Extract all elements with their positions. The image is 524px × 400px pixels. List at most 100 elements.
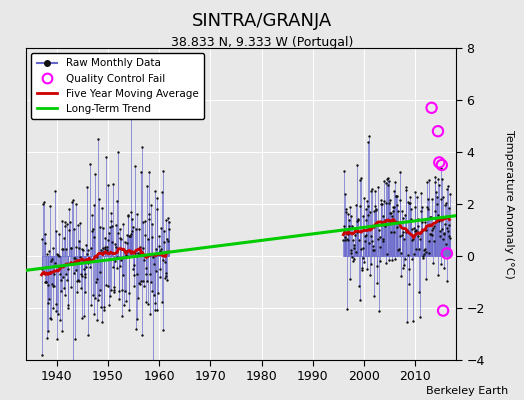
Point [126, 233, 134, 240]
Point [151, 188, 159, 194]
Point [93, 254, 102, 260]
Point [45, 296, 53, 302]
Point [442, 224, 451, 231]
Point [436, 196, 445, 202]
Point [148, 221, 156, 228]
Point [439, 194, 447, 200]
Point [159, 256, 168, 263]
Point [72, 200, 81, 207]
Point [393, 202, 401, 208]
Point [97, 247, 105, 253]
Point [387, 210, 395, 216]
Point [434, 218, 443, 224]
Point [345, 276, 354, 282]
Point [49, 245, 57, 252]
Point [144, 236, 152, 242]
Point [85, 254, 93, 261]
Point [366, 232, 375, 239]
Point [135, 281, 144, 287]
Point [148, 288, 157, 294]
Point [434, 212, 442, 218]
Point [374, 184, 383, 190]
Point [355, 296, 364, 303]
Point [139, 219, 148, 226]
Point [400, 236, 408, 242]
Point [110, 284, 118, 290]
Point [374, 236, 382, 242]
Point [139, 278, 147, 284]
Point [102, 282, 111, 288]
Point [137, 278, 145, 284]
Point [106, 210, 115, 216]
Point [46, 315, 54, 322]
Point [381, 180, 390, 186]
Point [87, 302, 95, 309]
Point [94, 136, 102, 142]
Point [84, 260, 92, 266]
Point [387, 228, 395, 235]
Point [61, 292, 70, 298]
Point [39, 270, 48, 276]
Point [89, 292, 97, 298]
Point [144, 216, 152, 222]
Point [386, 210, 394, 216]
Point [150, 261, 158, 267]
Point [356, 203, 364, 209]
Point [423, 179, 431, 186]
Point [151, 268, 160, 275]
Point [162, 217, 171, 224]
Point [88, 212, 96, 218]
Point [71, 266, 80, 273]
Point [135, 280, 143, 287]
Point [372, 205, 380, 212]
Point [117, 287, 126, 294]
Point [81, 288, 90, 295]
Point [118, 272, 127, 278]
Point [349, 237, 357, 244]
Point [108, 181, 117, 187]
Point [57, 287, 65, 294]
Point [437, 165, 445, 171]
Point [74, 245, 83, 251]
Y-axis label: Temperature Anomaly (°C): Temperature Anomaly (°C) [504, 130, 514, 278]
Point [51, 260, 59, 267]
Point [399, 215, 407, 222]
Point [421, 276, 430, 283]
Point [138, 331, 146, 338]
Point [134, 295, 143, 301]
Point [375, 308, 384, 314]
Point [353, 218, 362, 225]
Point [145, 211, 154, 218]
Point [438, 176, 446, 183]
Point [81, 270, 89, 277]
Point [43, 282, 52, 288]
Point [46, 269, 54, 275]
Point [120, 247, 128, 253]
Point [79, 257, 88, 263]
Point [38, 235, 47, 242]
Point [350, 242, 358, 248]
Point [424, 206, 432, 212]
Point [420, 250, 429, 257]
Point [91, 295, 100, 301]
Point [367, 188, 375, 194]
Point [418, 219, 427, 226]
Point [416, 236, 424, 243]
Point [366, 209, 374, 215]
Point [122, 298, 130, 305]
Point [105, 302, 113, 308]
Point [66, 219, 74, 226]
Point [104, 182, 112, 189]
Point [86, 264, 94, 271]
Point [371, 188, 379, 194]
Point [341, 190, 349, 197]
Point [396, 197, 404, 204]
Point [119, 302, 128, 309]
Point [401, 229, 410, 236]
Point [354, 217, 363, 223]
Point [341, 237, 349, 243]
Point [414, 246, 423, 252]
Point [143, 183, 151, 190]
Point [113, 198, 121, 204]
Point [437, 261, 445, 268]
